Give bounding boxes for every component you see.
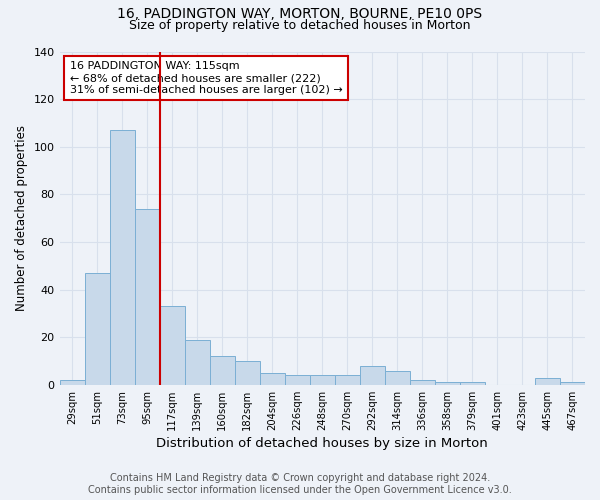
Bar	[310, 376, 335, 385]
Bar	[235, 361, 260, 385]
Text: 16 PADDINGTON WAY: 115sqm
← 68% of detached houses are smaller (222)
31% of semi: 16 PADDINGTON WAY: 115sqm ← 68% of detac…	[70, 62, 343, 94]
Bar	[335, 376, 360, 385]
Bar	[360, 366, 385, 385]
Bar	[59, 380, 85, 385]
Bar	[385, 370, 410, 385]
Bar	[535, 378, 560, 385]
Bar	[185, 340, 209, 385]
Text: 16, PADDINGTON WAY, MORTON, BOURNE, PE10 0PS: 16, PADDINGTON WAY, MORTON, BOURNE, PE10…	[118, 8, 482, 22]
Text: Size of property relative to detached houses in Morton: Size of property relative to detached ho…	[129, 19, 471, 32]
Bar	[560, 382, 585, 385]
Bar	[160, 306, 185, 385]
Bar	[260, 373, 285, 385]
Bar	[209, 356, 235, 385]
Bar	[410, 380, 435, 385]
Bar	[435, 382, 460, 385]
Bar	[85, 273, 110, 385]
Y-axis label: Number of detached properties: Number of detached properties	[15, 125, 28, 311]
Bar	[460, 382, 485, 385]
Text: Contains HM Land Registry data © Crown copyright and database right 2024.
Contai: Contains HM Land Registry data © Crown c…	[88, 474, 512, 495]
X-axis label: Distribution of detached houses by size in Morton: Distribution of detached houses by size …	[157, 437, 488, 450]
Bar	[285, 376, 310, 385]
Bar	[110, 130, 134, 385]
Bar	[134, 208, 160, 385]
